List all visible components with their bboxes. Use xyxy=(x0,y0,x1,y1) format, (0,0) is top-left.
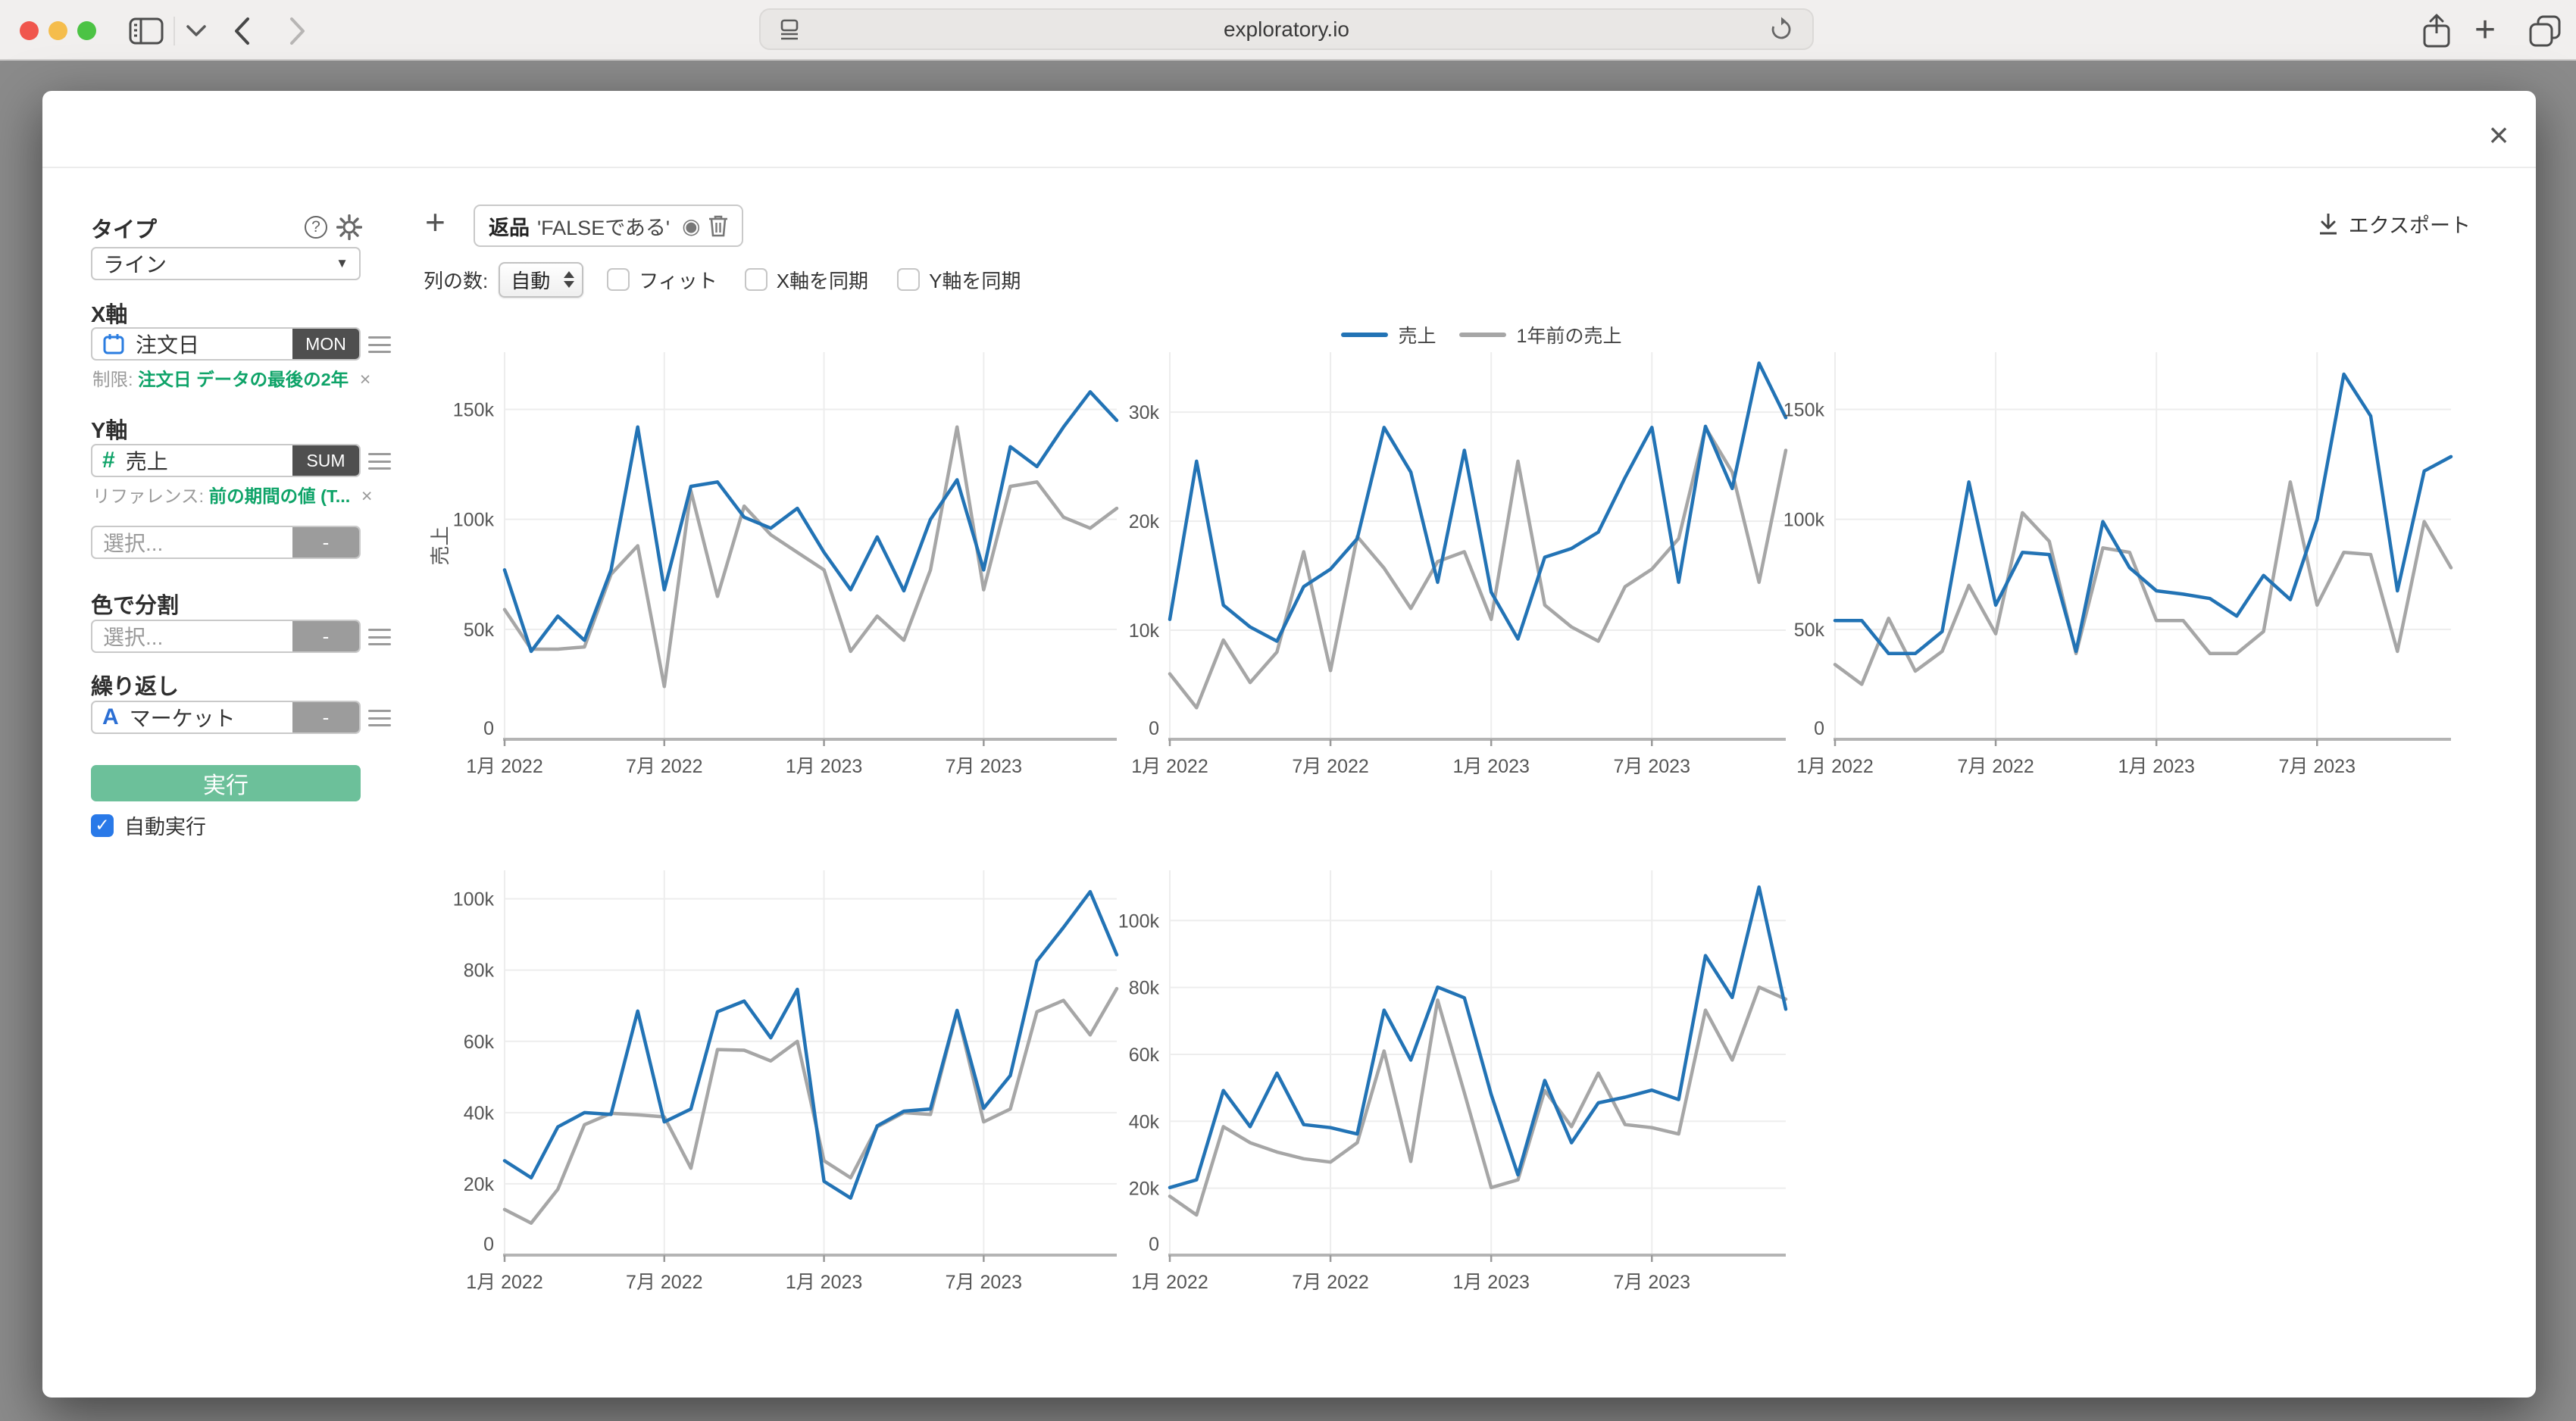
sync-x-control: X軸を同期 xyxy=(744,266,869,294)
sync-y-label: Y軸を同期 xyxy=(929,269,1021,292)
calendar-icon xyxy=(102,333,125,355)
xaxis-field-value: 注文日 xyxy=(136,333,200,357)
color-placeholder: 選択... xyxy=(103,626,164,649)
chart-tab-condition: 'FALSEである' xyxy=(537,216,671,239)
header-divider xyxy=(42,167,2536,168)
trash-icon[interactable] xyxy=(708,214,728,237)
fit-checkbox[interactable] xyxy=(607,268,630,291)
xaxis-field[interactable]: 注文日 MON xyxy=(91,327,361,361)
type-section-label: タイプ xyxy=(91,218,158,242)
sync-x-checkbox[interactable] xyxy=(744,268,767,291)
tab-overview-icon[interactable] xyxy=(2528,14,2562,48)
yaxis-reference-row: リファレンス: 前の期間の値 (T... × xyxy=(92,482,372,508)
columns-value: 自動 xyxy=(511,269,551,292)
url-text: exploratory.io xyxy=(1223,17,1349,41)
columns-select[interactable]: 自動 xyxy=(499,261,584,298)
repeat-section-label: 繰り返し xyxy=(91,675,180,699)
color-field[interactable]: 選択... - xyxy=(91,620,361,653)
xaxis-menu-icon[interactable] xyxy=(368,336,391,353)
sidebar-toggle-icon[interactable] xyxy=(129,17,164,45)
repeat-menu-icon[interactable] xyxy=(368,710,391,726)
yaxis-menu-icon[interactable] xyxy=(368,453,391,470)
color-agg-badge: - xyxy=(292,621,359,651)
select-caret-icon: ▼ xyxy=(336,256,349,270)
chart-legend: 売上 1年前の売上 xyxy=(1254,321,1708,348)
forward-icon[interactable] xyxy=(289,17,306,45)
fit-label: フィット xyxy=(639,269,717,292)
page-format-icon[interactable] xyxy=(777,10,802,48)
legend-item-sales[interactable]: 売上 xyxy=(1340,321,1436,348)
legend-label-prev-year: 1年前の売上 xyxy=(1516,326,1622,347)
help-icon[interactable]: ? xyxy=(305,216,327,239)
auto-run-checkbox[interactable] xyxy=(91,814,114,837)
yaxis-add-agg-badge: - xyxy=(292,527,359,557)
chart-tab-name: 返品 xyxy=(489,216,530,239)
export-button[interactable]: エクスポート xyxy=(2317,209,2471,239)
sync-x-label: X軸を同期 xyxy=(776,269,869,292)
new-tab-icon[interactable]: + xyxy=(2474,10,2496,50)
yaxis-agg-badge[interactable]: SUM xyxy=(292,445,359,476)
legend-swatch-sales xyxy=(1340,333,1388,337)
auto-run-row: 自動実行 xyxy=(91,810,206,840)
hash-icon: # xyxy=(102,448,115,473)
window-close-button[interactable] xyxy=(20,21,39,40)
xaxis-limit-row: 制限: 注文日 データの最後の2年 × xyxy=(92,365,370,391)
reference-prefix: リファレンス: xyxy=(92,486,205,506)
gear-icon[interactable] xyxy=(336,214,362,240)
browser-toolbar: exploratory.io + xyxy=(0,0,2576,61)
visibility-toggle-icon[interactable]: ◉ xyxy=(682,214,701,238)
yaxis-field[interactable]: # 売上 SUM xyxy=(91,444,361,477)
sync-y-checkbox[interactable] xyxy=(897,268,921,291)
repeat-agg-badge: - xyxy=(292,702,359,732)
help-glyph: ? xyxy=(311,218,320,236)
share-icon[interactable] xyxy=(2421,14,2452,48)
legend-item-prev-year[interactable]: 1年前の売上 xyxy=(1458,321,1622,348)
repeat-field-value: マーケット xyxy=(129,707,236,730)
auto-run-label: 自動実行 xyxy=(124,816,206,839)
reference-remove-icon[interactable]: × xyxy=(361,486,373,507)
address-bar[interactable]: exploratory.io xyxy=(759,8,1814,50)
window-zoom-button[interactable] xyxy=(77,21,96,40)
stepper-icon xyxy=(564,271,575,288)
xaxis-section-label: X軸 xyxy=(91,303,128,327)
window-minimize-button[interactable] xyxy=(48,21,67,40)
text-type-icon: A xyxy=(102,704,119,729)
limit-remove-icon[interactable]: × xyxy=(359,369,371,390)
add-chart-button[interactable]: + xyxy=(425,202,445,242)
yaxis-section-label: Y軸 xyxy=(91,419,128,443)
reference-link[interactable]: 前の期間の値 (T... xyxy=(208,486,351,506)
columns-label: 列の数: xyxy=(424,269,489,292)
legend-label-sales: 売上 xyxy=(1398,326,1436,347)
chart-editor-modal: × タイプ ? ライン ▼ X軸 xyxy=(42,91,2536,1398)
chevron-down-icon[interactable] xyxy=(186,25,206,37)
download-icon xyxy=(2319,213,2337,234)
run-button[interactable]: 実行 xyxy=(91,765,361,801)
reload-icon[interactable] xyxy=(1768,10,1794,48)
color-menu-icon[interactable] xyxy=(368,629,391,645)
chart-tab[interactable]: 返品 'FALSEである' ◉ xyxy=(474,205,743,247)
yaxis-field-value: 売上 xyxy=(125,450,168,473)
toolbar-separator xyxy=(174,17,175,45)
xaxis-agg-badge[interactable]: MON xyxy=(292,329,359,359)
export-label: エクスポート xyxy=(2348,214,2471,237)
chart-type-value: ライン xyxy=(103,253,167,276)
yaxis-add-placeholder: 選択... xyxy=(103,532,164,555)
legend-swatch-prev-year xyxy=(1458,333,1506,337)
fit-control: フィット xyxy=(607,266,717,294)
repeat-field[interactable]: A マーケット - xyxy=(91,701,361,734)
chart-type-select[interactable]: ライン ▼ xyxy=(91,247,361,280)
yaxis-add-field[interactable]: 選択... - xyxy=(91,526,361,559)
close-icon[interactable]: × xyxy=(2488,115,2509,155)
limit-link[interactable]: 注文日 データの最後の2年 xyxy=(138,370,349,389)
color-section-label: 色で分割 xyxy=(91,594,180,618)
sync-y-control: Y軸を同期 xyxy=(897,266,1021,294)
back-icon[interactable] xyxy=(233,17,250,45)
limit-prefix: 制限: xyxy=(92,370,133,389)
layout-controls: 列の数: 自動 フィット X軸を同期 Y軸を同期 xyxy=(424,261,1021,298)
